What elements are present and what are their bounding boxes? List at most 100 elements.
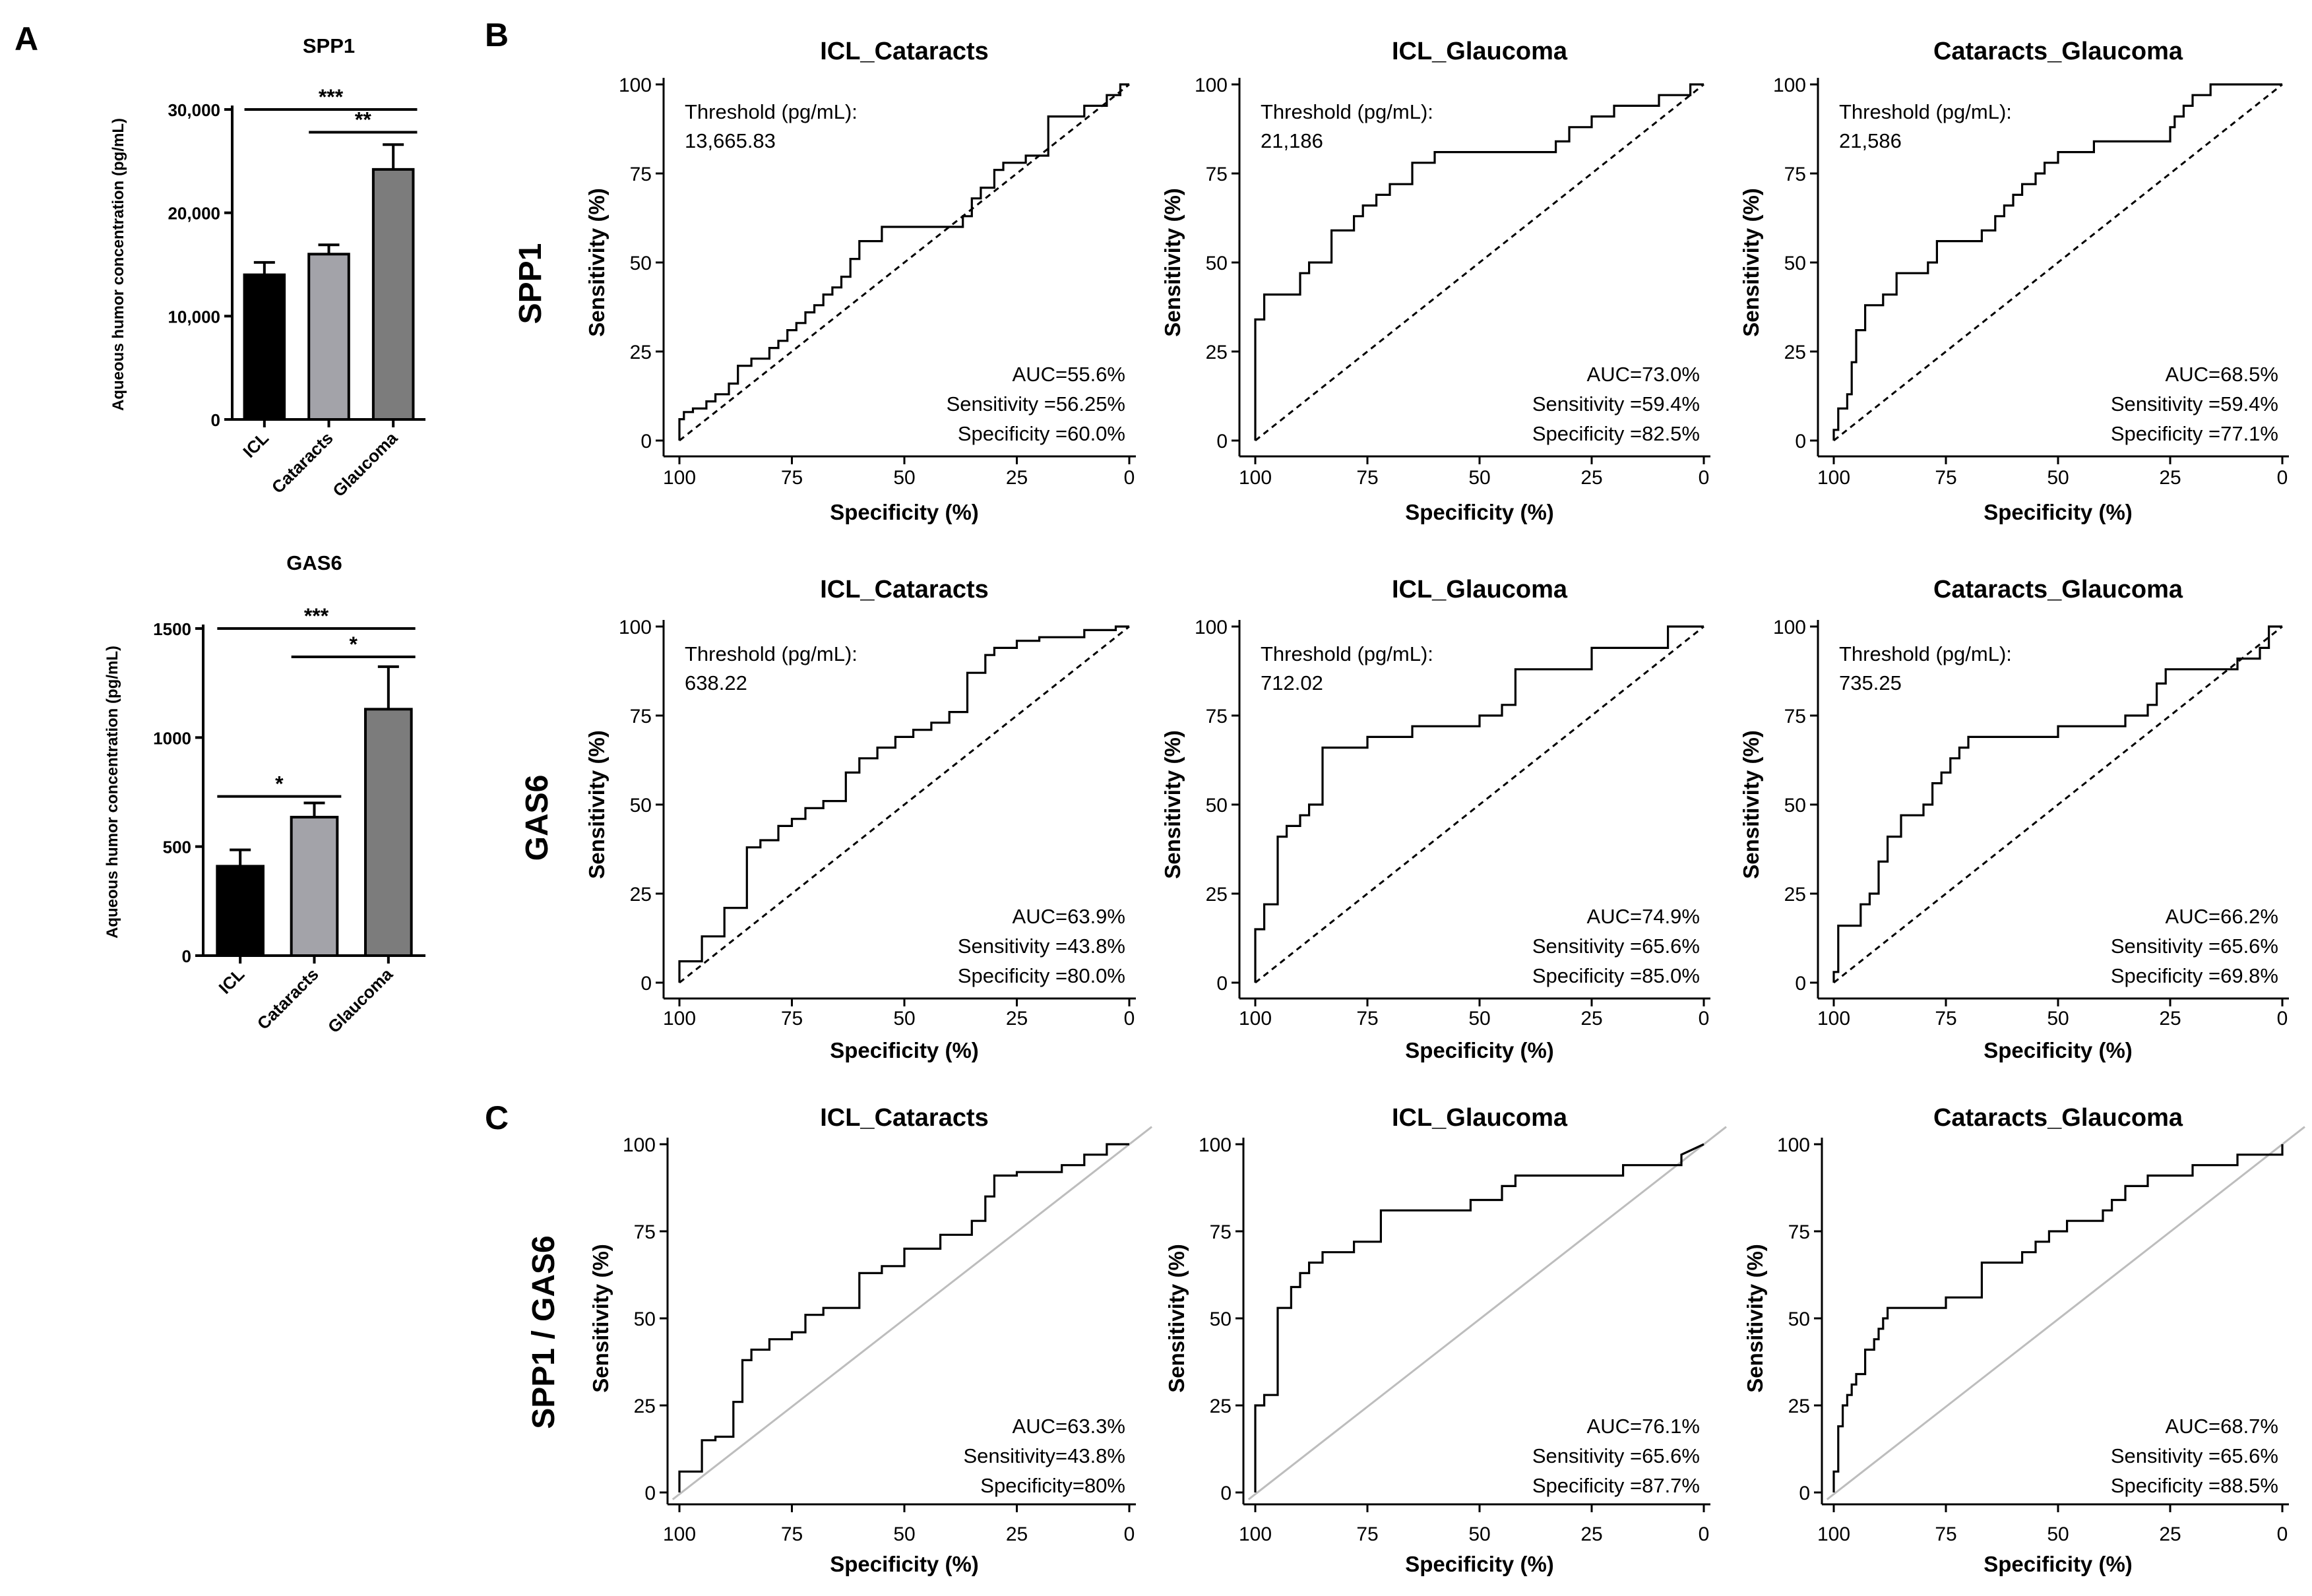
y-axis-label: Sensitivity (%) xyxy=(1164,1244,1189,1393)
reference-line xyxy=(1255,625,1704,984)
y-tick-label: 25 xyxy=(1206,342,1228,363)
reference-line xyxy=(1826,1126,2305,1500)
sensitivity-value: Sensitivity =65.6% xyxy=(2111,1444,2278,1467)
threshold-value: 21,586 xyxy=(1839,129,1902,152)
roc-chart-gas6-icl-glaucoma: ICL_Glaucoma 100 100 75 75 50 50 25 25 0 0 Specific… xyxy=(1160,576,1710,1062)
x-tick-label: 50 xyxy=(893,1523,915,1545)
bar-icl xyxy=(243,273,286,421)
y-tick-label: 0 xyxy=(640,431,652,452)
specificity-value: Specificity =77.1% xyxy=(2111,422,2278,445)
x-axis-label: Specificity (%) xyxy=(1405,1038,1554,1062)
roc-chart-spp1-icl-glaucoma: ICL_Glaucoma 100 100 75 75 50 50 25 25 0 0 Specific… xyxy=(1160,38,1710,524)
roc-curve xyxy=(1254,625,1704,983)
roc-curve xyxy=(678,1143,1129,1492)
y-tick-label: 100 xyxy=(1199,1134,1232,1156)
y-axis-label: Aqueous humor concentration (pg/mL) xyxy=(104,646,121,938)
x-tick-label: Glaucoma xyxy=(324,964,396,1037)
y-tick-label: 75 xyxy=(630,164,652,185)
y-tick-label: 25 xyxy=(1206,884,1228,905)
auc-value: AUC=66.2% xyxy=(2166,905,2278,928)
y-tick-label: 100 xyxy=(623,1134,656,1156)
significance-label: ** xyxy=(355,107,371,131)
significance-label: *** xyxy=(319,85,344,109)
bar-glaucoma xyxy=(364,708,413,957)
x-tick-label: 25 xyxy=(2159,467,2181,489)
bar-chart-title: SPP1 xyxy=(303,34,355,57)
significance-label: * xyxy=(275,772,284,796)
row-label-spp1: SPP1 xyxy=(513,243,548,324)
roc-curve xyxy=(1254,83,1704,441)
x-axis-label: Specificity (%) xyxy=(1984,500,2133,524)
significance-label: *** xyxy=(304,604,329,628)
roc-title: ICL_Glaucoma xyxy=(1392,38,1568,65)
roc-chart-spp1-icl-cataracts: ICL_Cataracts 100 100 75 75 50 50 25 25 0 0 Specifi… xyxy=(584,38,1136,524)
y-tick-label: 1000 xyxy=(153,728,191,748)
x-tick-label: 0 xyxy=(1124,1008,1135,1029)
reference-line xyxy=(672,1126,1153,1500)
panel-label-a: A xyxy=(15,20,38,57)
y-tick-label: 0 xyxy=(1795,973,1806,995)
auc-value: AUC=76.1% xyxy=(1587,1415,1700,1438)
y-tick-label: 100 xyxy=(1773,75,1806,96)
threshold-label: Threshold (pg/mL): xyxy=(1839,642,2012,665)
y-tick-label: 50 xyxy=(630,253,652,274)
y-tick-label: 50 xyxy=(634,1308,656,1330)
bar-cataracts xyxy=(290,816,339,957)
y-tick-label: 0 xyxy=(182,946,191,966)
y-tick-label: 0 xyxy=(1216,973,1228,995)
y-tick-label: 100 xyxy=(619,75,652,96)
specificity-value: Specificity =60.0% xyxy=(958,422,1125,445)
y-tick-label: 75 xyxy=(1784,164,1806,185)
x-tick-label: 0 xyxy=(1124,1523,1135,1545)
y-axis-label: Sensitivity (%) xyxy=(1743,1244,1767,1393)
x-tick-label: 75 xyxy=(1935,1523,1956,1545)
y-axis-label: Sensitivity (%) xyxy=(1160,188,1185,337)
roc-chart-ratio-cataracts-glaucoma: Cataracts_Glaucoma 100 100 75 75 50 50 25 25 0 0 Sp… xyxy=(1743,1104,2305,1576)
roc-title: ICL_Cataracts xyxy=(820,38,989,65)
x-tick-label: 50 xyxy=(1468,467,1490,489)
auc-value: AUC=63.3% xyxy=(1013,1415,1125,1438)
y-tick-label: 50 xyxy=(1210,1308,1232,1330)
x-tick-label: 100 xyxy=(1239,467,1272,489)
y-tick-label: 50 xyxy=(1784,253,1806,274)
x-tick-label: 25 xyxy=(1006,467,1028,489)
x-tick-label: 75 xyxy=(781,1523,803,1545)
y-tick-label: 100 xyxy=(619,617,652,638)
y-tick-label: 100 xyxy=(1777,1134,1810,1156)
roc-chart-gas6-icl-cataracts: ICL_Cataracts 100 100 75 75 50 50 25 25 0 0 Specifi… xyxy=(584,576,1136,1062)
threshold-label: Threshold (pg/mL): xyxy=(1839,100,2012,123)
reference-line xyxy=(1833,83,2283,442)
y-tick-label: 75 xyxy=(1784,706,1806,727)
roc-curve xyxy=(1832,625,2282,983)
y-axis-label: Sensitivity (%) xyxy=(1739,188,1763,337)
roc-chart-gas6-cataracts-glaucoma: Cataracts_Glaucoma 100 100 75 75 50 50 25 25 0 0 Sp… xyxy=(1739,576,2289,1062)
x-axis-label: Specificity (%) xyxy=(1405,500,1554,524)
x-tick-label: 0 xyxy=(1699,1008,1710,1029)
y-tick-label: 25 xyxy=(630,884,652,905)
roc-title: Cataracts_Glaucoma xyxy=(1933,1104,2183,1132)
y-axis-label: Aqueous humor concentration (pg/mL) xyxy=(109,118,127,411)
roc-curve xyxy=(1832,1144,2284,1492)
y-tick-label: 0 xyxy=(1220,1483,1232,1504)
threshold-value: 735.25 xyxy=(1839,671,1902,694)
reference-line xyxy=(679,83,1130,442)
y-tick-label: 20,000 xyxy=(168,204,220,224)
x-tick-label: 100 xyxy=(1817,1523,1850,1545)
reference-line xyxy=(1255,83,1704,442)
y-tick-label: 75 xyxy=(1206,164,1228,185)
threshold-value: 712.02 xyxy=(1261,671,1323,694)
sensitivity-value: Sensitivity =59.4% xyxy=(2111,392,2278,415)
x-tick-label: 75 xyxy=(781,467,803,489)
x-tick-label: 75 xyxy=(1356,1523,1378,1545)
bar-glaucoma xyxy=(371,168,415,421)
y-tick-label: 25 xyxy=(1784,884,1806,905)
auc-value: AUC=55.6% xyxy=(1013,363,1125,386)
sensitivity-value: Sensitivity =65.6% xyxy=(1532,1444,1700,1467)
x-tick-label: 75 xyxy=(1356,1008,1378,1029)
threshold-label: Threshold (pg/mL): xyxy=(1261,642,1433,665)
y-tick-label: 0 xyxy=(1795,431,1806,452)
x-axis-label: Specificity (%) xyxy=(830,500,979,524)
y-axis-label: Sensitivity (%) xyxy=(584,730,609,879)
x-tick-label: 25 xyxy=(1006,1008,1028,1029)
auc-value: AUC=68.7% xyxy=(2166,1415,2278,1438)
